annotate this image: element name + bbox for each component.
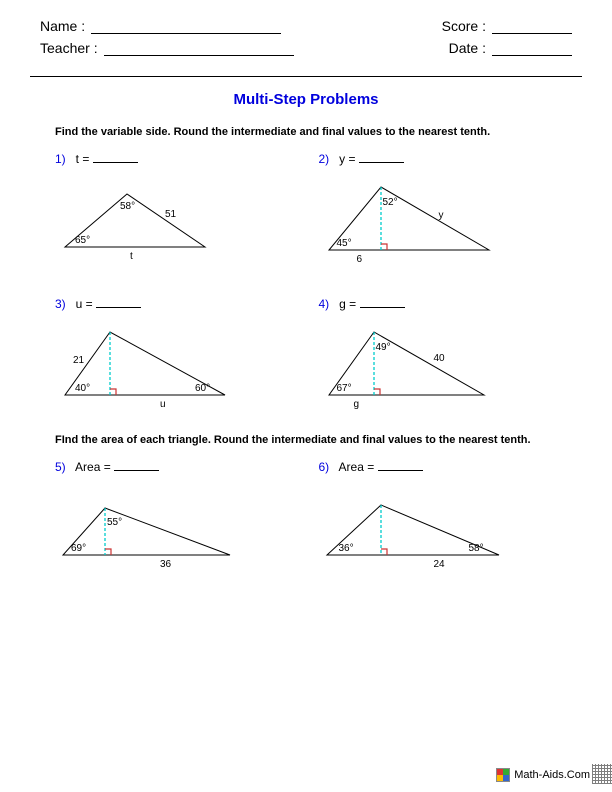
date-blank[interactable] [492, 40, 572, 56]
figure-label: 45° [337, 238, 352, 249]
triangle-figure: 67° 49° 40 g [319, 317, 519, 422]
problem: 4) g = 67° 49° 40 g [319, 297, 573, 422]
answer-blank[interactable] [359, 152, 404, 163]
section1-problems: 1) t = 65° 58° 51 t 2) y = 45° 52° y 6 3) u = 40… [0, 152, 612, 422]
teacher-label: Teacher : [40, 40, 98, 56]
triangle-figure: 65° 58° 51 t [55, 172, 255, 277]
figure-label: g [354, 399, 360, 410]
logo-icon [496, 768, 510, 782]
figure-label: 36 [160, 559, 171, 570]
title-text: Multi-Step Problems [233, 91, 378, 108]
header-rule [30, 76, 582, 77]
figure-label: 49° [376, 342, 391, 353]
problem-prompt: 5) Area = [55, 460, 309, 474]
figure-label: 40° [75, 383, 90, 394]
problem-prompt: 4) g = [319, 297, 573, 311]
score-label: Score : [442, 18, 486, 34]
problem: 6) Area = 36° 58° 24 [319, 460, 573, 585]
footer: Math-Aids.Com [496, 768, 590, 782]
figure-label: 52° [383, 197, 398, 208]
answer-blank[interactable] [93, 152, 138, 163]
figure-label: 21 [73, 355, 84, 366]
problem-prompt: 3) u = [55, 297, 309, 311]
answer-blank[interactable] [114, 460, 159, 471]
figure-label: 69° [71, 543, 86, 554]
problem-variable: Area = [339, 460, 378, 474]
figure-label: 51 [165, 209, 176, 220]
figure-label: 65° [75, 235, 90, 246]
answer-blank[interactable] [378, 460, 423, 471]
figure-label: 36° [339, 543, 354, 554]
header-form: Name : Score : Teacher : Date : [0, 0, 612, 70]
figure-label: t [130, 251, 133, 262]
problem-variable: y = [339, 152, 359, 166]
date-field: Date : [449, 40, 572, 56]
page-title: Multi-Step Problems [0, 91, 612, 108]
triangle-figure: 40° 21 60° u [55, 317, 255, 422]
section2-problems: 5) Area = 69° 55° 36 6) Area = 36° 58° 24 [0, 460, 612, 585]
name-field: Name : [40, 18, 281, 34]
problem-prompt: 6) Area = [319, 460, 573, 474]
figure-label: 58° [120, 201, 135, 212]
triangle-figure: 45° 52° y 6 [319, 172, 519, 277]
problem-number: 1) [55, 152, 76, 166]
problem-variable: u = [76, 297, 96, 311]
problem-prompt: 2) y = [319, 152, 573, 166]
problem: 1) t = 65° 58° 51 t [55, 152, 309, 277]
figure-label: 24 [434, 559, 445, 570]
problem-variable: Area = [75, 460, 114, 474]
problem: 5) Area = 69° 55° 36 [55, 460, 309, 585]
figure-label: 55° [107, 517, 122, 528]
qr-icon [592, 764, 612, 784]
teacher-blank[interactable] [104, 40, 294, 56]
problem-variable: t = [76, 152, 93, 166]
figure-label: u [160, 399, 166, 410]
problem: 2) y = 45° 52° y 6 [319, 152, 573, 277]
name-label: Name : [40, 18, 85, 34]
figure-label: 67° [337, 383, 352, 394]
figure-label: 60° [195, 383, 210, 394]
section2-instructions: FInd the area of each triangle. Round th… [55, 434, 612, 446]
problem-number: 4) [319, 297, 340, 311]
score-blank[interactable] [492, 18, 572, 34]
footer-text: Math-Aids.Com [514, 769, 590, 781]
figure-label: 40 [434, 353, 445, 364]
name-blank[interactable] [91, 18, 281, 34]
problem-number: 3) [55, 297, 76, 311]
problem-variable: g = [339, 297, 359, 311]
problem: 3) u = 40° 21 60° u [55, 297, 309, 422]
figure-label: 58° [469, 543, 484, 554]
problem-number: 5) [55, 460, 75, 474]
triangle-figure: 69° 55° 36 [55, 480, 255, 585]
problem-prompt: 1) t = [55, 152, 309, 166]
score-field: Score : [442, 18, 572, 34]
answer-blank[interactable] [96, 297, 141, 308]
figure-label: y [439, 210, 444, 221]
teacher-field: Teacher : [40, 40, 294, 56]
figure-label: 6 [357, 254, 363, 265]
problem-number: 2) [319, 152, 340, 166]
problem-number: 6) [319, 460, 339, 474]
triangle-figure: 36° 58° 24 [319, 480, 519, 585]
section1-instructions: Find the variable side. Round the interm… [55, 126, 612, 138]
date-label: Date : [449, 40, 486, 56]
answer-blank[interactable] [360, 297, 405, 308]
